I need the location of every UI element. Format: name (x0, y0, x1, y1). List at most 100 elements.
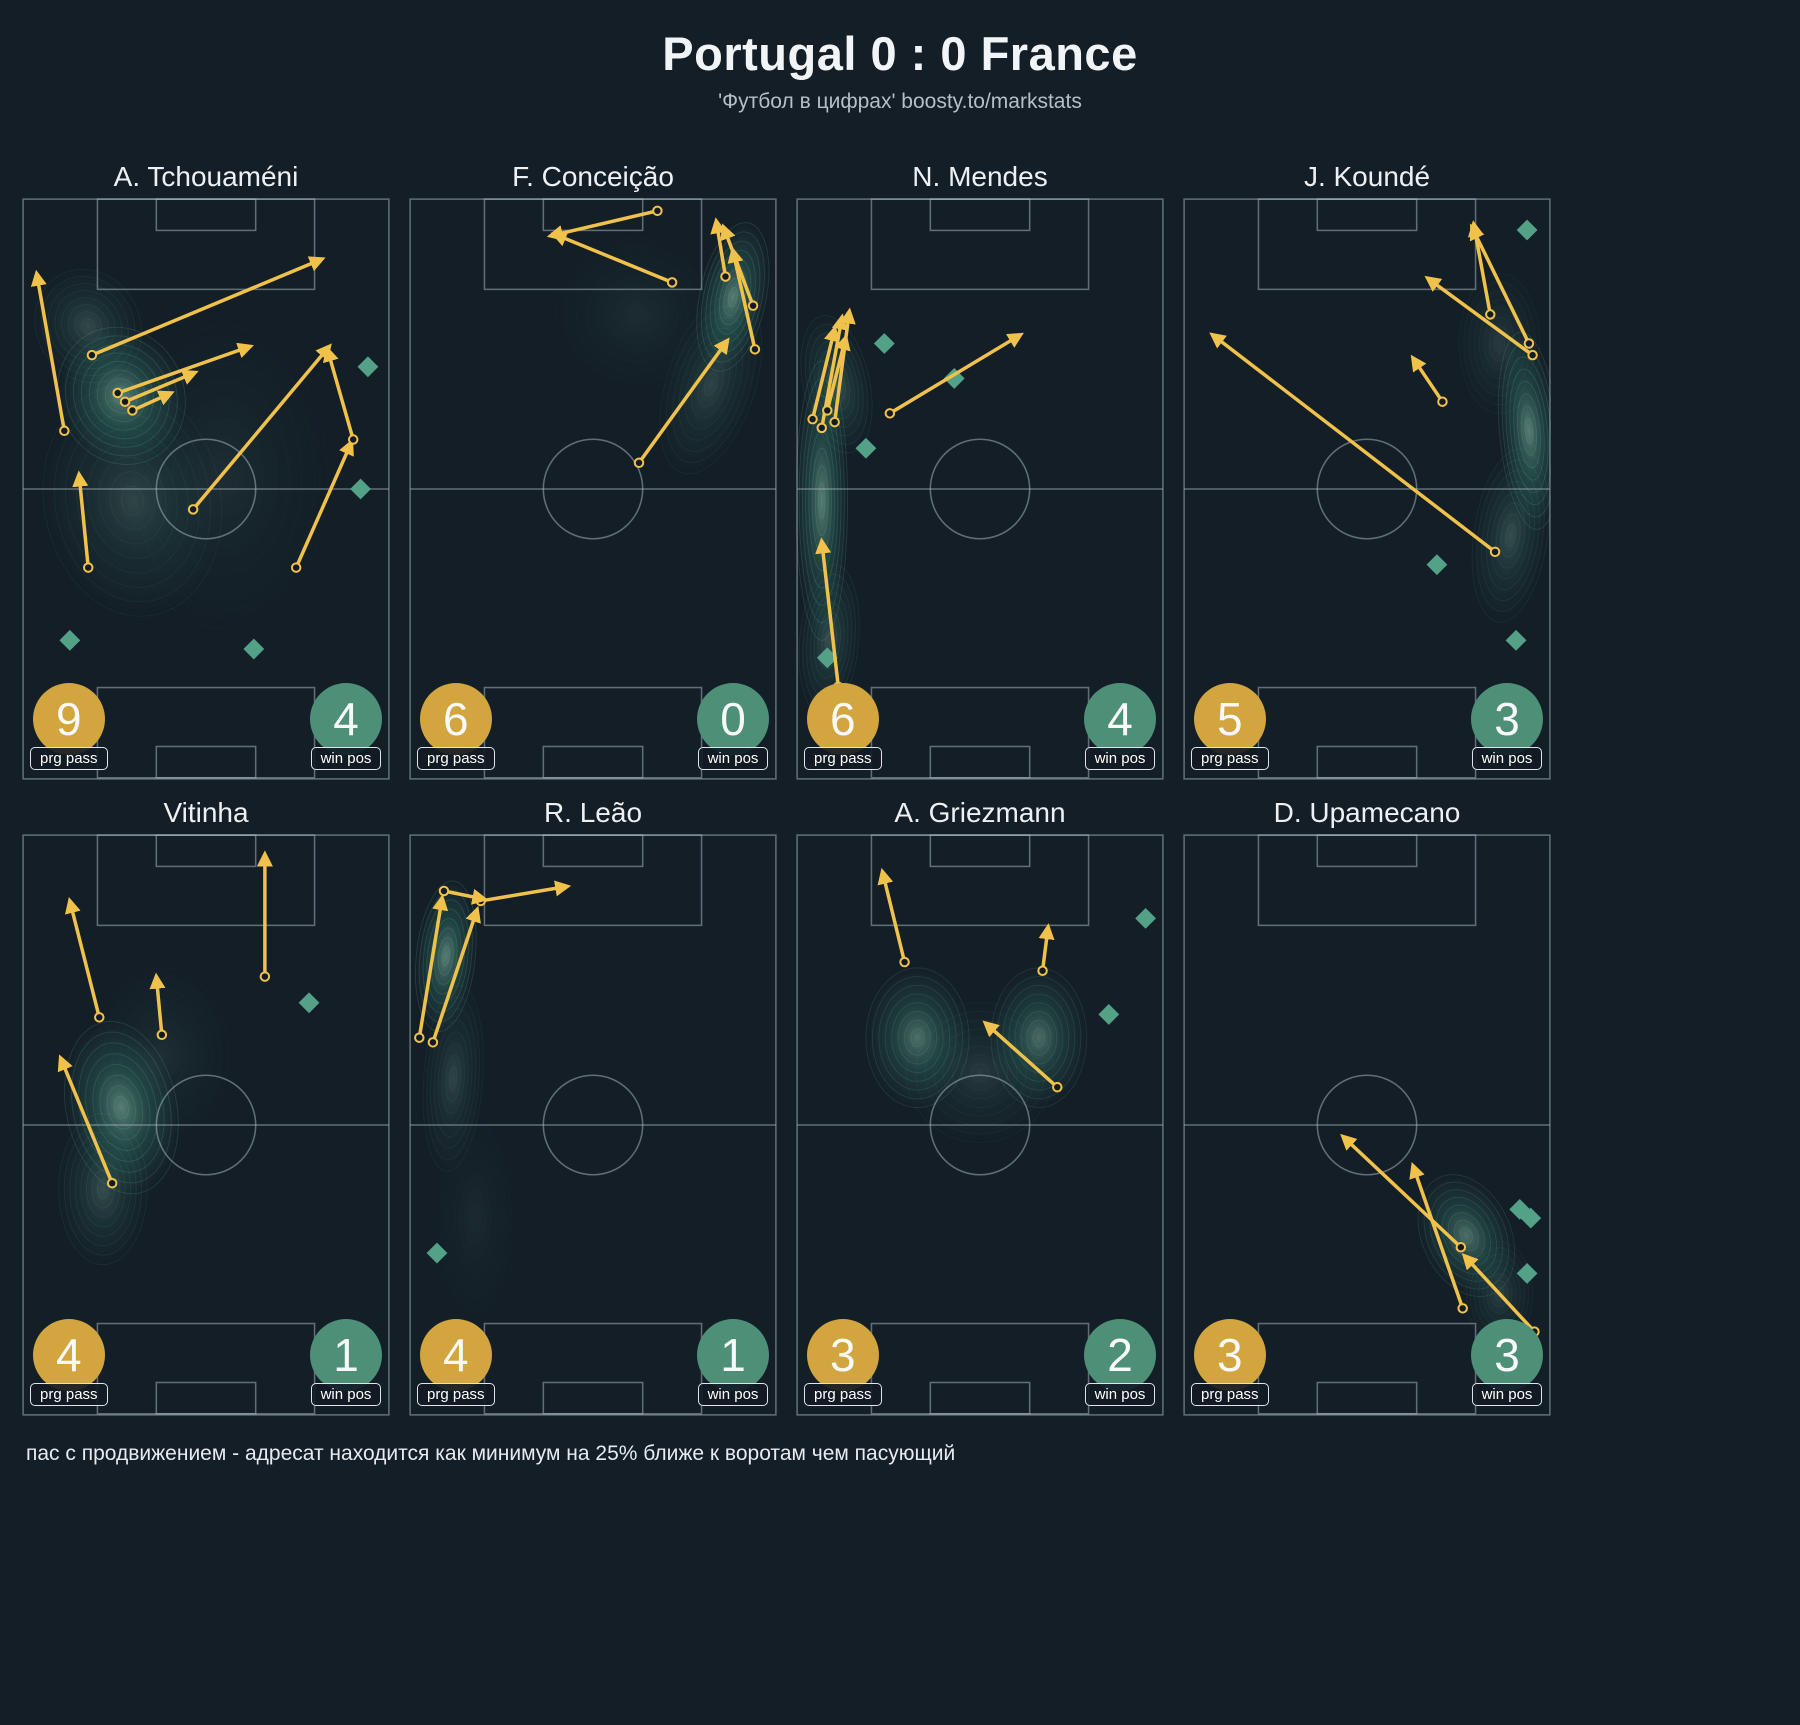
win-pos-badge: 3 win pos (1471, 683, 1543, 770)
pass-arrows (1209, 220, 1538, 558)
pass-arrows (414, 880, 572, 1048)
player-card: J. Koundé 5 prg pass 3 win pos (1183, 158, 1551, 780)
pass-origin-marker (427, 1037, 439, 1048)
win-pos-label: win pos (310, 747, 382, 770)
pass-origin-marker (1437, 396, 1448, 407)
win-pos-label: win pos (1084, 1383, 1156, 1406)
prg-pass-label: prg pass (417, 747, 495, 770)
pitch-grid: A. Tchouaméni 9 prg pass 4 win pos F. Co… (22, 158, 1551, 1416)
pass-origin-marker (127, 405, 138, 416)
prg-pass-label: prg pass (417, 1383, 495, 1406)
win-pos-count: 4 (1084, 683, 1156, 755)
pass-arrow (1409, 1161, 1465, 1309)
player-card: Vitinha 4 prg pass 1 win pos (22, 794, 390, 1416)
pass-origin-marker (1037, 965, 1048, 977)
pass-arrows (57, 850, 273, 1189)
win-pos-label: win pos (1471, 747, 1543, 770)
win-pos-badge: 4 win pos (310, 683, 382, 770)
pass-arrow (72, 470, 90, 568)
win-pos-diamond (59, 629, 81, 651)
win-pos-count: 3 (1471, 1319, 1543, 1391)
win-pos-diamond (426, 1242, 448, 1264)
prg-pass-count: 4 (32, 1319, 105, 1391)
pitch: 5 prg pass 3 win pos (1183, 198, 1551, 780)
pass-origin-marker (884, 408, 896, 419)
pass-origin-marker (59, 425, 70, 437)
prg-pass-label: prg pass (1191, 1383, 1269, 1406)
pass-arrow (30, 269, 67, 432)
player-name: A. Tchouaméni (113, 161, 299, 192)
win-pos-diamond (350, 478, 371, 500)
pitch-heatmap-svg (409, 834, 777, 1416)
win-pos-label: win pos (697, 747, 769, 770)
pass-origin-marker (633, 457, 645, 469)
player-card: F. Conceição 6 prg pass 0 win pos (409, 158, 777, 780)
win-pos-diamond (357, 356, 379, 378)
pitch-heatmap-svg (22, 834, 390, 1416)
prg-pass-badge: 3 prg pass (804, 1319, 882, 1406)
pass-arrow (825, 333, 851, 411)
pass-arrow (1209, 332, 1497, 554)
prg-pass-badge: 6 prg pass (804, 683, 882, 770)
win-pos-diamonds (59, 356, 379, 660)
heat-contours (1458, 273, 1551, 623)
match-title: Portugal 0 : 0 France (662, 27, 1138, 80)
prg-pass-label: prg pass (30, 747, 108, 770)
win-pos-diamond (298, 992, 320, 1014)
win-pos-badge: 2 win pos (1084, 1319, 1156, 1406)
pass-arrows (30, 256, 359, 573)
prg-pass-badge: 5 prg pass (1191, 683, 1269, 770)
pass-origin-marker (807, 413, 818, 425)
player-name: Vitinha (163, 797, 249, 828)
win-pos-diamond (1516, 219, 1538, 241)
pass-arrow (710, 217, 728, 277)
pass-arrow (294, 438, 354, 569)
win-pos-label: win pos (1471, 1383, 1543, 1406)
pitch: 6 prg pass 4 win pos (796, 198, 1164, 780)
pass-arrow (810, 325, 840, 420)
win-pos-count: 4 (310, 683, 382, 755)
win-pos-badge: 0 win pos (697, 683, 769, 770)
player-card: A. Griezmann 3 prg pass 2 win pos (796, 794, 1164, 1416)
pass-arrow (877, 867, 907, 963)
win-pos-diamond (1426, 554, 1448, 576)
pass-arrow (888, 332, 1024, 415)
pass-arrow (417, 894, 449, 1038)
pass-origin-marker (822, 405, 833, 416)
win-pos-badge: 1 win pos (310, 1319, 382, 1406)
pass-arrow (431, 905, 481, 1043)
prg-pass-count: 4 (419, 1319, 492, 1391)
win-pos-badge: 1 win pos (697, 1319, 769, 1406)
pass-origin-marker (1523, 338, 1535, 349)
pass-origin-marker (414, 1032, 425, 1043)
player-name: A. Griezmann (894, 797, 1066, 828)
win-pos-badge: 4 win pos (1084, 683, 1156, 770)
pass-arrows (546, 205, 761, 469)
win-pos-count: 2 (1084, 1319, 1156, 1391)
pitch-lines (796, 198, 1164, 780)
pass-arrow (1410, 354, 1444, 403)
pitch: 4 prg pass 1 win pos (409, 834, 777, 1416)
player-name: D. Upamecano (1273, 797, 1461, 828)
pass-origin-marker (347, 434, 359, 445)
pass-origin-marker (652, 205, 663, 217)
prg-pass-badge: 9 prg pass (30, 683, 108, 770)
pass-arrow (1038, 923, 1055, 971)
pitch-heatmap-svg (22, 198, 390, 780)
pitch: 4 prg pass 1 win pos (22, 834, 390, 1416)
player-card: D. Upamecano 3 prg pass 3 win pos (1183, 794, 1551, 1416)
pass-origin-marker (816, 422, 828, 434)
pitch: 9 prg pass 4 win pos (22, 198, 390, 780)
pass-origin-marker (1489, 546, 1501, 558)
win-pos-count: 3 (1471, 683, 1543, 755)
subtitle: 'Футбол в цифрах' boosty.to/markstats (718, 90, 1082, 113)
pitch-lines (796, 834, 1164, 1416)
pass-arrow (117, 342, 254, 395)
prg-pass-badge: 4 prg pass (417, 1319, 495, 1406)
heat-contours (415, 880, 516, 1323)
pass-origin-marker (749, 344, 761, 355)
pass-arrow (149, 972, 166, 1035)
pass-arrow (323, 345, 355, 441)
heat-contours (865, 967, 1088, 1143)
